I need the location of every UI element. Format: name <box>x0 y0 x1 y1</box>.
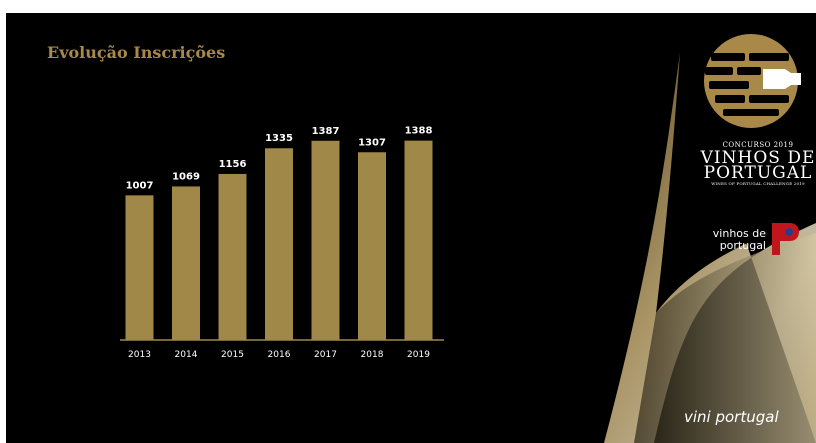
data-label-2015: 1156 <box>219 159 247 170</box>
data-label-2019: 1388 <box>405 126 433 137</box>
data-label-2016: 1335 <box>265 133 293 144</box>
data-label-2013: 1007 <box>126 180 154 191</box>
x-tick-label-2018: 2018 <box>361 350 384 360</box>
bar-2015 <box>218 173 247 340</box>
vini-portugal-footer-logo: vini portugal <box>684 408 779 426</box>
wine-glass-image <box>604 53 816 443</box>
bar-2013 <box>125 195 154 340</box>
x-tick-label-2016: 2016 <box>268 350 291 360</box>
bar-chart: 1007 2013 1069 2014 1156 2015 1335 2016 1387 2017… <box>120 126 444 360</box>
vinhos-p-logo-icon <box>772 223 799 255</box>
vinhos-logo-line2: portugal <box>719 239 766 252</box>
data-label-2014: 1069 <box>172 171 200 182</box>
contest-logo-icon <box>704 34 801 128</box>
data-label-2017: 1387 <box>312 126 340 137</box>
data-label-2018: 1307 <box>358 137 386 148</box>
bar-2017 <box>311 140 340 340</box>
vinhos-logo-line1: vinhos de <box>712 227 766 240</box>
slide-title: Evolução Inscrições <box>47 43 226 62</box>
bar-2019 <box>404 140 433 340</box>
slide: Evolução Inscrições 1007 2013 1069 2014 1156… <box>6 13 816 443</box>
x-tick-label-2015: 2015 <box>221 350 244 360</box>
contest-year-label: CONCURSO 2019 <box>722 141 794 149</box>
x-tick-label-2019: 2019 <box>407 350 430 360</box>
bar-2018 <box>358 152 386 340</box>
x-tick-label-2014: 2014 <box>175 350 198 360</box>
contest-name-label: VINHOS DE PORTUGAL <box>700 148 816 183</box>
bar-2014 <box>172 186 200 340</box>
x-tick-label-2013: 2013 <box>128 350 151 360</box>
x-tick-label-2017: 2017 <box>314 350 337 360</box>
bar-2016 <box>265 148 293 340</box>
contest-subtitle-label: WINES OF PORTUGAL CHALLENGE 2019 <box>711 181 805 186</box>
